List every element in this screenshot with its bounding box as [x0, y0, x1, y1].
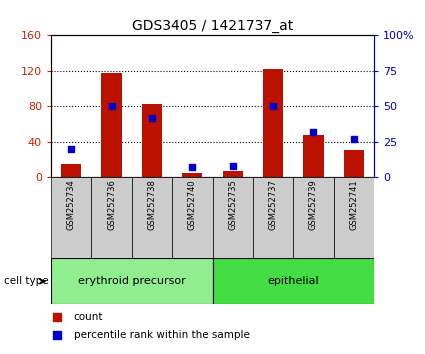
- Point: [189, 164, 196, 170]
- Text: GSM252736: GSM252736: [107, 179, 116, 230]
- Bar: [51, 177, 91, 258]
- Point: [229, 163, 236, 169]
- Point: [310, 129, 317, 135]
- Text: epithelial: epithelial: [267, 276, 319, 286]
- Bar: [102, 73, 122, 177]
- Text: cell type: cell type: [4, 276, 49, 286]
- Text: GSM252739: GSM252739: [309, 179, 318, 230]
- Point: [269, 103, 276, 109]
- Bar: [334, 177, 374, 258]
- Point: [108, 103, 115, 109]
- Text: erythroid precursor: erythroid precursor: [78, 276, 186, 286]
- Bar: [303, 135, 323, 177]
- Text: GSM252740: GSM252740: [188, 179, 197, 230]
- Bar: [132, 177, 172, 258]
- Bar: [212, 177, 253, 258]
- Bar: [91, 177, 132, 258]
- Bar: [61, 164, 81, 177]
- Bar: [212, 258, 374, 304]
- Bar: [142, 104, 162, 177]
- Bar: [253, 177, 293, 258]
- Point: [350, 136, 357, 142]
- Text: percentile rank within the sample: percentile rank within the sample: [74, 330, 249, 339]
- Text: GSM252741: GSM252741: [349, 179, 358, 230]
- Bar: [263, 69, 283, 177]
- Title: GDS3405 / 1421737_at: GDS3405 / 1421737_at: [132, 19, 293, 33]
- Text: GSM252738: GSM252738: [147, 179, 156, 230]
- Point: [148, 115, 155, 120]
- Point: [54, 332, 61, 337]
- Bar: [293, 177, 334, 258]
- Bar: [172, 177, 212, 258]
- Text: GSM252735: GSM252735: [228, 179, 237, 230]
- Bar: [51, 258, 212, 304]
- Bar: [223, 171, 243, 177]
- Point: [54, 314, 61, 320]
- Text: count: count: [74, 312, 103, 322]
- Text: GSM252734: GSM252734: [67, 179, 76, 230]
- Point: [68, 146, 75, 152]
- Bar: [344, 150, 364, 177]
- Text: GSM252737: GSM252737: [269, 179, 278, 230]
- Bar: [182, 172, 202, 177]
